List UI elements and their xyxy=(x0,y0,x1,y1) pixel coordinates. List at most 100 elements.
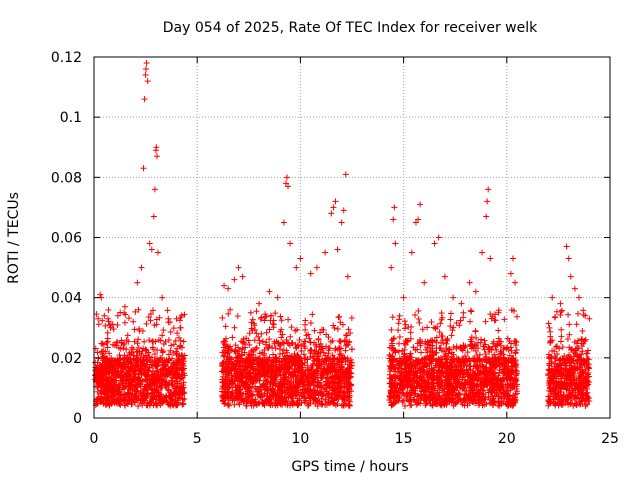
data-point xyxy=(312,341,319,348)
data-point xyxy=(388,387,395,394)
data-point xyxy=(221,282,228,289)
data-point xyxy=(105,392,112,399)
data-point xyxy=(262,356,269,363)
data-point xyxy=(140,357,147,364)
data-point xyxy=(268,313,275,320)
data-point xyxy=(509,360,516,367)
data-point xyxy=(495,335,502,342)
data-point xyxy=(545,372,552,379)
data-point xyxy=(388,379,395,386)
data-point xyxy=(319,356,326,363)
data-point xyxy=(296,336,303,343)
data-point xyxy=(97,291,104,298)
data-point xyxy=(231,276,238,283)
data-point xyxy=(281,383,288,390)
data-point xyxy=(144,78,151,85)
data-point xyxy=(426,383,433,390)
data-point xyxy=(120,357,127,364)
data-point xyxy=(277,393,284,400)
data-point xyxy=(498,395,505,402)
data-point xyxy=(491,317,498,324)
data-point xyxy=(294,401,301,408)
data-point xyxy=(468,343,475,350)
data-point xyxy=(495,372,502,379)
data-point xyxy=(220,369,227,376)
data-point xyxy=(500,368,507,375)
data-point xyxy=(444,337,451,344)
data-point xyxy=(338,395,345,402)
data-point xyxy=(177,337,184,344)
data-point xyxy=(429,337,436,344)
data-point xyxy=(464,398,471,405)
data-point xyxy=(285,183,292,190)
data-point xyxy=(235,264,242,271)
data-point xyxy=(107,375,114,382)
data-point xyxy=(289,340,296,347)
data-point xyxy=(138,264,145,271)
data-point xyxy=(149,344,156,351)
data-point xyxy=(278,334,285,341)
data-point xyxy=(255,369,262,376)
data-point xyxy=(300,380,307,387)
data-point xyxy=(228,347,235,354)
data-point xyxy=(549,337,556,344)
data-point xyxy=(242,344,249,351)
data-point xyxy=(480,388,487,395)
data-point xyxy=(431,240,438,247)
data-point xyxy=(337,376,344,383)
data-point xyxy=(322,249,329,256)
data-point xyxy=(496,366,503,373)
data-point xyxy=(584,382,591,389)
data-point xyxy=(507,270,514,277)
data-point xyxy=(478,336,485,343)
data-point xyxy=(134,362,141,369)
data-point xyxy=(585,347,592,354)
data-point xyxy=(123,346,130,353)
data-point xyxy=(424,371,431,378)
data-point xyxy=(514,390,521,397)
data-point xyxy=(282,361,289,368)
data-point xyxy=(261,402,268,409)
data-point xyxy=(154,249,161,256)
data-point xyxy=(567,377,574,384)
data-point xyxy=(270,366,277,373)
data-point xyxy=(124,389,131,396)
data-point xyxy=(468,378,475,385)
data-point xyxy=(168,355,175,362)
data-point xyxy=(460,342,467,349)
data-point xyxy=(455,395,462,402)
data-point xyxy=(99,317,106,324)
data-point xyxy=(406,398,413,405)
data-point xyxy=(328,364,335,371)
data-point xyxy=(280,380,287,387)
data-point xyxy=(151,186,158,193)
data-point xyxy=(103,377,110,384)
data-point xyxy=(282,377,289,384)
data-point xyxy=(491,351,498,358)
data-point xyxy=(231,401,238,408)
data-point xyxy=(171,368,178,375)
data-point xyxy=(422,359,429,366)
data-point xyxy=(561,381,568,388)
data-point xyxy=(487,255,494,262)
data-point xyxy=(466,387,473,394)
data-point xyxy=(157,384,164,391)
data-point xyxy=(112,369,119,376)
data-point xyxy=(408,323,415,330)
data-point xyxy=(146,399,153,406)
data-point xyxy=(265,366,272,373)
data-point xyxy=(347,356,354,363)
data-point xyxy=(491,389,498,396)
data-point xyxy=(440,370,447,377)
data-point xyxy=(141,96,148,103)
data-point xyxy=(556,345,563,352)
data-point xyxy=(100,355,107,362)
data-point xyxy=(120,376,127,383)
data-point xyxy=(419,326,426,333)
data-point xyxy=(330,355,337,362)
data-point xyxy=(169,397,176,404)
data-point xyxy=(181,311,188,318)
data-point xyxy=(387,375,394,382)
data-point xyxy=(313,264,320,271)
data-point xyxy=(486,378,493,385)
